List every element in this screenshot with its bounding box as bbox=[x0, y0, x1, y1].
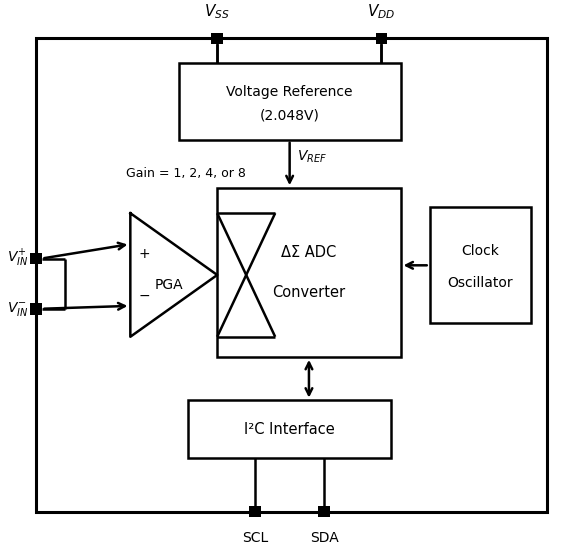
Bar bbox=[249, 506, 261, 517]
Text: $V_{DD}$: $V_{DD}$ bbox=[367, 2, 395, 21]
Text: PGA: PGA bbox=[155, 277, 184, 292]
Bar bbox=[430, 207, 531, 323]
Bar bbox=[375, 33, 387, 44]
Text: SCL: SCL bbox=[242, 531, 268, 545]
Bar bbox=[217, 188, 401, 357]
Text: Clock: Clock bbox=[461, 245, 499, 258]
Text: Converter: Converter bbox=[272, 286, 346, 300]
Text: $V_{REF}$: $V_{REF}$ bbox=[297, 149, 327, 165]
Text: SDA: SDA bbox=[310, 531, 339, 545]
Text: ΔΣ ADC: ΔΣ ADC bbox=[281, 245, 336, 260]
Text: Oscillator: Oscillator bbox=[448, 276, 513, 290]
Text: $V_{IN}^{-}$: $V_{IN}^{-}$ bbox=[7, 300, 28, 318]
Bar bbox=[319, 506, 330, 517]
Bar bbox=[179, 63, 401, 140]
Bar bbox=[30, 253, 41, 264]
Text: Gain = 1, 2, 4, or 8: Gain = 1, 2, 4, or 8 bbox=[125, 167, 245, 180]
Text: $V_{SS}$: $V_{SS}$ bbox=[205, 2, 230, 21]
Bar bbox=[211, 33, 223, 44]
Text: +: + bbox=[138, 247, 150, 261]
Text: I²C Interface: I²C Interface bbox=[244, 422, 335, 437]
Text: Voltage Reference: Voltage Reference bbox=[226, 85, 353, 99]
Text: (2.048V): (2.048V) bbox=[260, 108, 320, 122]
Bar bbox=[30, 303, 41, 314]
Bar bbox=[36, 38, 547, 512]
Text: −: − bbox=[138, 289, 150, 303]
Text: $V_{IN}^{+}$: $V_{IN}^{+}$ bbox=[7, 248, 28, 269]
Bar bbox=[189, 400, 391, 459]
